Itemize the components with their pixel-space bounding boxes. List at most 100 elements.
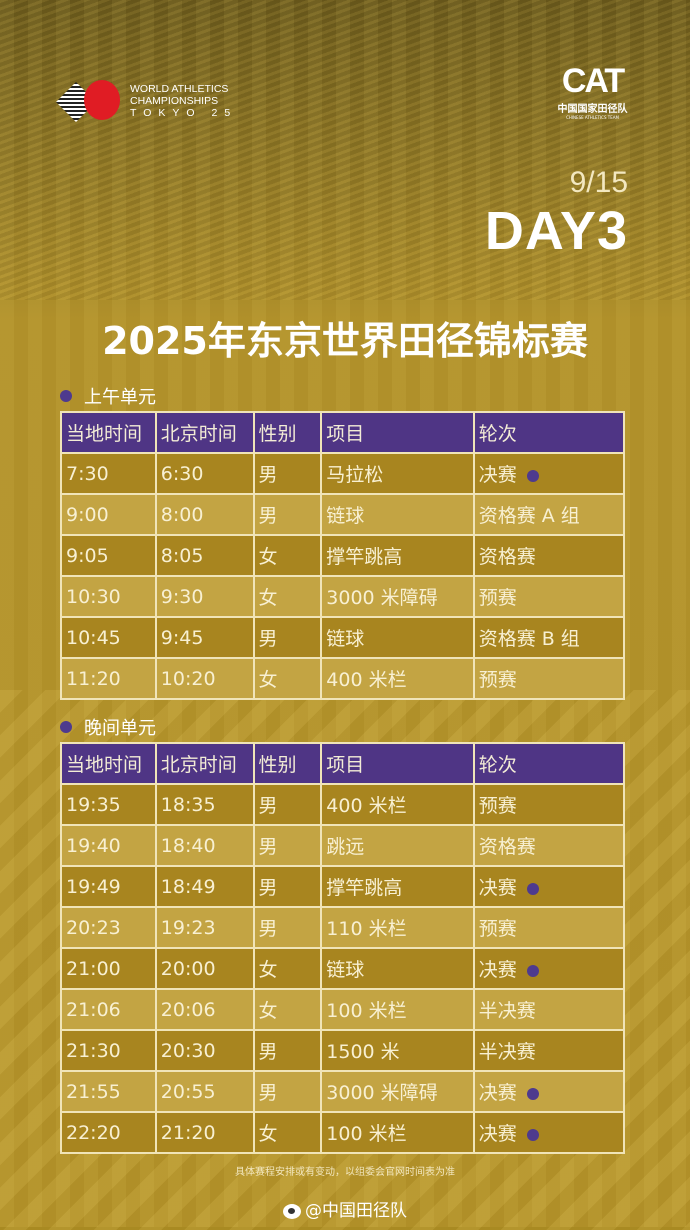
final-marker-icon bbox=[526, 882, 539, 895]
cell-text: 预赛 bbox=[478, 669, 517, 691]
final-marker-icon bbox=[526, 1128, 539, 1141]
cell-text: 女 bbox=[258, 546, 278, 568]
cell-local: 10:45 bbox=[60, 616, 157, 659]
cell-text: 决赛 bbox=[478, 1082, 517, 1104]
cell-event: 链球 bbox=[320, 493, 475, 536]
date: 9/15 bbox=[569, 166, 628, 199]
final-marker-icon bbox=[526, 1087, 539, 1100]
cell-local: 9:00 bbox=[60, 493, 157, 536]
cell-gender: 男 bbox=[252, 783, 323, 826]
column-header: 当地时间 bbox=[60, 742, 157, 785]
cell-beijing: 9:30 bbox=[154, 575, 255, 618]
wa-line1: WORLD ATHLETICS bbox=[130, 83, 229, 95]
cell-text: 半决赛 bbox=[478, 1000, 536, 1022]
table-row: 21:30 20:30 男 1500 米 半决赛 bbox=[60, 1029, 626, 1072]
cell-beijing: 20:06 bbox=[154, 988, 255, 1031]
cell-beijing: 8:05 bbox=[154, 534, 255, 577]
final-marker-icon bbox=[526, 964, 539, 977]
cell-text: 18:35 bbox=[160, 793, 216, 816]
cell-text: 资格赛 A 组 bbox=[478, 505, 580, 527]
cell-text: 110 米栏 bbox=[326, 918, 407, 940]
cell-text: 男 bbox=[258, 505, 278, 527]
table-header: 当地时间 北京时间 性别 项目 轮次 bbox=[60, 411, 626, 454]
cell-text: 100 米栏 bbox=[326, 1123, 407, 1145]
cell-round: 决赛 bbox=[472, 947, 626, 990]
cell-event: 马拉松 bbox=[320, 452, 475, 495]
weibo-icon bbox=[283, 1203, 301, 1219]
cell-text: 决赛 bbox=[478, 1123, 517, 1145]
cell-text: 8:00 bbox=[160, 503, 204, 526]
cell-text: 100 米栏 bbox=[326, 1000, 407, 1022]
cell-gender: 女 bbox=[252, 657, 323, 700]
cell-text: 20:23 bbox=[66, 916, 121, 939]
cell-text: 19:49 bbox=[66, 875, 121, 898]
cell-round: 预赛 bbox=[472, 783, 626, 826]
cell-text: 决赛 bbox=[478, 464, 517, 486]
cell-round: 预赛 bbox=[472, 575, 626, 618]
cell-text: 男 bbox=[258, 918, 278, 940]
cell-event: 100 米栏 bbox=[320, 1111, 475, 1154]
cell-beijing: 18:49 bbox=[154, 865, 255, 908]
cell-text: 3000 米障碍 bbox=[326, 587, 438, 609]
table-row: 9:00 8:00 男 链球 资格赛 A 组 bbox=[60, 493, 626, 536]
cell-text: 资格赛 bbox=[478, 836, 536, 858]
cell-text: 9:05 bbox=[66, 544, 109, 567]
column-header: 轮次 bbox=[472, 411, 626, 454]
wa-line3: TOKYO 25 bbox=[130, 107, 238, 119]
cell-text: 1500 米 bbox=[326, 1041, 400, 1063]
cell-local: 19:40 bbox=[60, 824, 157, 867]
cell-gender: 男 bbox=[252, 1029, 323, 1072]
column-header: 项目 bbox=[320, 742, 475, 785]
morning-section-label: 上午单元 bbox=[60, 383, 156, 409]
cell-event: 400 米栏 bbox=[320, 657, 475, 700]
cat-cn: 中国国家田径队 bbox=[557, 104, 628, 115]
cat-en: CHINESE ATHLETICS TEAM bbox=[566, 115, 619, 120]
cell-event: 撑竿跳高 bbox=[320, 865, 475, 908]
cell-text: 9:00 bbox=[66, 503, 109, 526]
cell-text: 男 bbox=[258, 1041, 278, 1063]
cat-mark: CAT bbox=[561, 62, 625, 100]
cell-text: 8:05 bbox=[160, 544, 204, 567]
cell-text: 男 bbox=[258, 1082, 278, 1104]
cell-text: 男 bbox=[258, 628, 278, 650]
cell-gender: 男 bbox=[252, 865, 323, 908]
cell-text: 7:30 bbox=[66, 462, 109, 485]
cell-text: 10:30 bbox=[66, 585, 121, 608]
cell-event: 100 米栏 bbox=[320, 988, 475, 1031]
cell-gender: 女 bbox=[252, 988, 323, 1031]
cell-beijing: 8:00 bbox=[154, 493, 255, 536]
table-row: 19:35 18:35 男 400 米栏 预赛 bbox=[60, 783, 626, 826]
section-title: 上午单元 bbox=[84, 387, 156, 408]
cell-text: 11:20 bbox=[66, 667, 121, 690]
cell-local: 21:06 bbox=[60, 988, 157, 1031]
cell-local: 21:00 bbox=[60, 947, 157, 990]
cell-text: 20:30 bbox=[160, 1039, 216, 1062]
evening-schedule-table: 当地时间 北京时间 性别 项目 轮次 19:35 18:35 男 400 米栏 预赛 19:40 18… bbox=[60, 742, 626, 1154]
cell-text: 21:55 bbox=[66, 1080, 121, 1103]
cell-round: 预赛 bbox=[472, 906, 626, 949]
cell-round: 半决赛 bbox=[472, 988, 626, 1031]
cell-local: 21:55 bbox=[60, 1070, 157, 1113]
cell-text: 撑竿跳高 bbox=[326, 877, 403, 899]
table-row: 11:20 10:20 女 400 米栏 预赛 bbox=[60, 657, 626, 700]
cell-round: 决赛 bbox=[472, 452, 626, 495]
final-marker-icon bbox=[526, 469, 539, 482]
table-row: 22:20 21:20 女 100 米栏 决赛 bbox=[60, 1111, 626, 1154]
table-row: 21:00 20:00 女 链球 决赛 bbox=[60, 947, 626, 990]
cell-gender: 男 bbox=[252, 452, 323, 495]
cell-text: 9:45 bbox=[160, 626, 204, 649]
column-header: 当地时间 bbox=[60, 411, 157, 454]
cell-round: 半决赛 bbox=[472, 1029, 626, 1072]
cell-beijing: 19:23 bbox=[154, 906, 255, 949]
cell-text: 女 bbox=[258, 1000, 278, 1022]
table-row: 7:30 6:30 男 马拉松 决赛 bbox=[60, 452, 626, 495]
cell-text: 半决赛 bbox=[478, 1041, 536, 1063]
cell-text: 马拉松 bbox=[326, 464, 384, 486]
cell-local: 20:23 bbox=[60, 906, 157, 949]
table-row: 10:30 9:30 女 3000 米障碍 预赛 bbox=[60, 575, 626, 618]
cell-beijing: 18:35 bbox=[154, 783, 255, 826]
cell-text: 20:55 bbox=[160, 1080, 216, 1103]
cell-round: 资格赛 bbox=[472, 824, 626, 867]
cell-event: 110 米栏 bbox=[320, 906, 475, 949]
cell-local: 21:30 bbox=[60, 1029, 157, 1072]
